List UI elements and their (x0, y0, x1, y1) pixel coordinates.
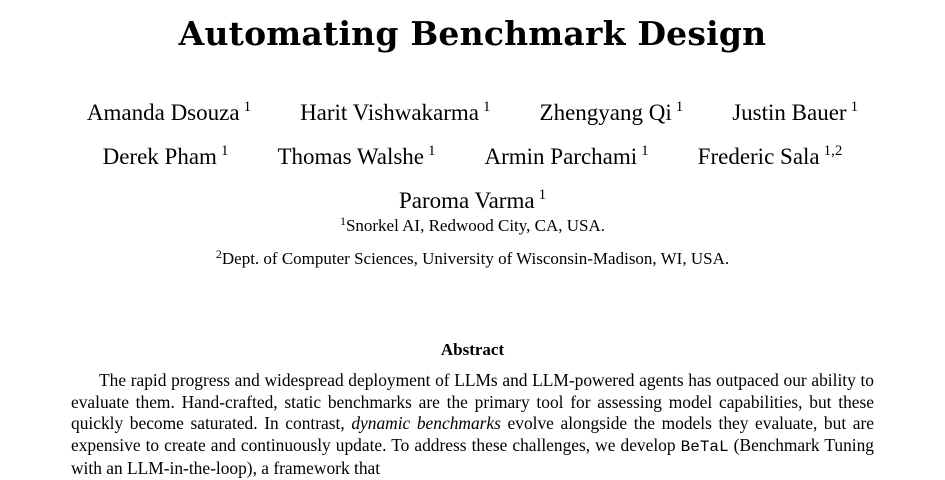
author-name: Amanda Dsouza (86, 100, 240, 125)
affiliation-mark: 1 (339, 214, 346, 228)
abstract-body: The rapid progress and widespread deploy… (71, 370, 874, 480)
affiliation-2: 2Dept. of Computer Sciences, University … (0, 247, 945, 269)
author-row-2: Derek Pham 1 Thomas Walshe 1 Armin Parcham… (0, 132, 945, 176)
author-name: Paroma Varma (398, 188, 535, 213)
author: Justin Bauer 1 (732, 88, 858, 132)
author: Thomas Walshe 1 (277, 132, 435, 176)
author-name: Thomas Walshe (277, 144, 424, 169)
author: Armin Parchami 1 (485, 132, 649, 176)
author-name: Frederic Sala (697, 144, 820, 169)
author-row-1: Amanda Dsouza 1 Harit Vishwakarma 1 Zhengy… (0, 88, 945, 132)
author-affiliation-mark: 1 (538, 187, 547, 203)
author-row-3: Paroma Varma 1 (0, 176, 945, 220)
paper-title: Automating Benchmark Design (178, 14, 767, 53)
author-affiliation-mark: 1 (243, 99, 252, 115)
author-affiliation-mark: 1 (675, 99, 684, 115)
author-list: Amanda Dsouza 1 Harit Vishwakarma 1 Zhengy… (0, 88, 945, 220)
author-affiliation-mark: 1 (220, 143, 229, 159)
author: Zhengyang Qi 1 (540, 88, 684, 132)
abstract-heading: Abstract (440, 340, 505, 359)
author: Paroma Varma 1 (399, 176, 546, 220)
author-affiliation-mark: 1,2 (823, 143, 843, 159)
affiliation-text: Snorkel AI, Redwood City, CA, USA. (345, 216, 606, 235)
author-name: Derek Pham (102, 144, 217, 169)
author: Harit Vishwakarma 1 (300, 88, 490, 132)
abstract-emphasis: dynamic benchmarks (351, 413, 501, 433)
author: Frederic Sala 1,2 (698, 132, 843, 176)
author-name: Armin Parchami (484, 144, 638, 169)
affiliation-text: Dept. of Computer Sciences, University o… (221, 249, 730, 268)
framework-name: BeTaL (680, 437, 729, 456)
author-affiliation-mark: 1 (850, 99, 859, 115)
affiliation-mark: 2 (215, 247, 222, 261)
author-affiliation-mark: 1 (483, 99, 491, 115)
author-name: Harit Vishwakarma (300, 100, 480, 125)
author-affiliation-mark: 1 (641, 143, 649, 159)
author: Derek Pham 1 (103, 132, 229, 176)
author-name: Justin Bauer (732, 100, 847, 125)
author-affiliation-mark: 1 (428, 143, 436, 159)
author: Amanda Dsouza 1 (87, 88, 251, 132)
author-name: Zhengyang Qi (539, 100, 672, 125)
abstract-text: evolve alongside the models they evaluat… (71, 413, 875, 455)
affiliation-1: 1Snorkel AI, Redwood City, CA, USA. (0, 214, 945, 236)
abstract-text: The rapid progress and widespread deploy… (71, 370, 874, 433)
